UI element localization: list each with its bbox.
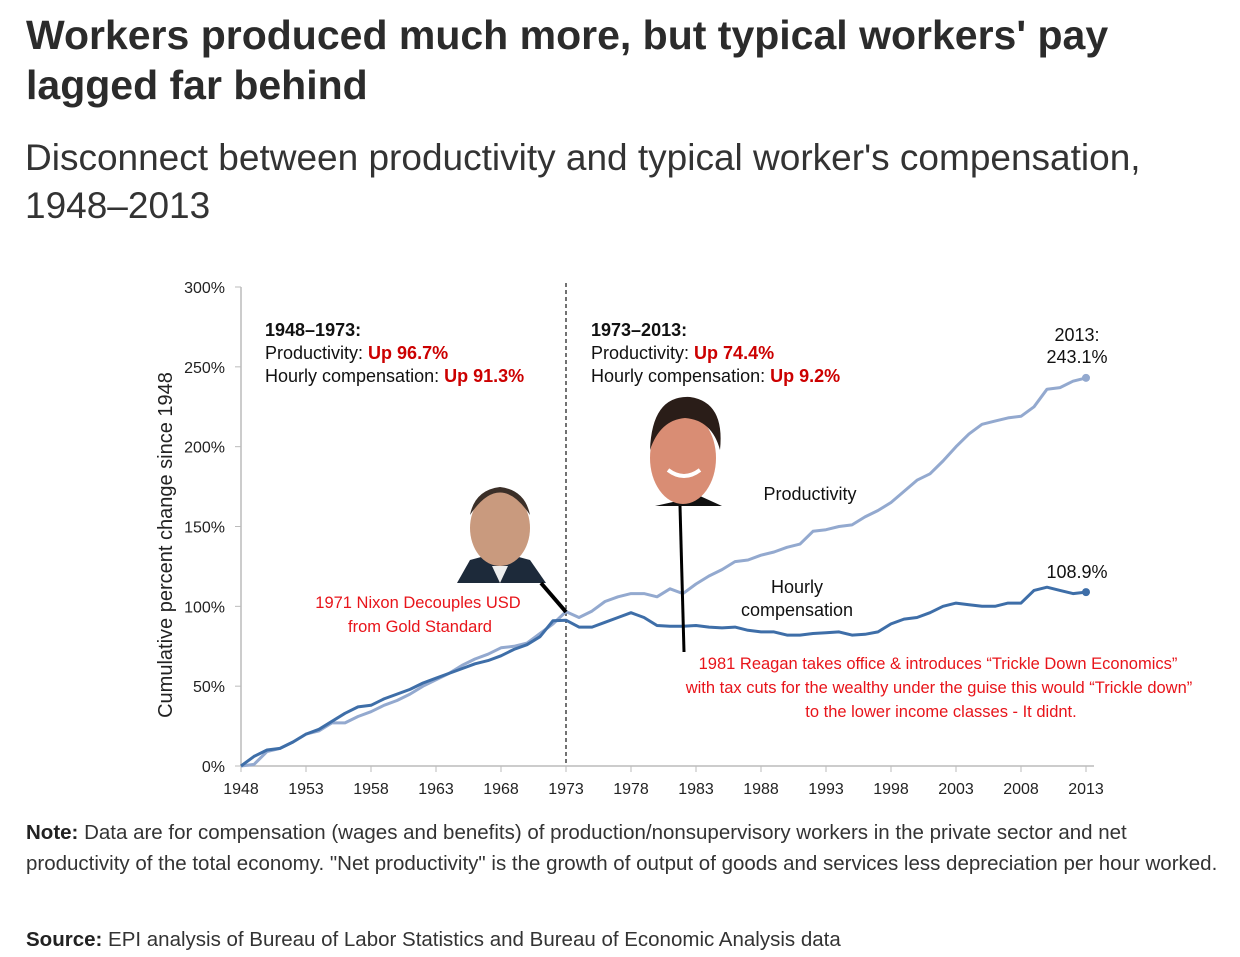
- compensation-end-point: [1082, 588, 1090, 597]
- x-tick-label: 1978: [613, 781, 649, 798]
- compensation-series-label-2: compensation: [741, 600, 853, 620]
- x-tick-label: 1953: [288, 781, 324, 798]
- x-tick-label: 1958: [353, 781, 389, 798]
- y-tick-label: 100%: [184, 599, 225, 616]
- x-tick-label: 1968: [483, 781, 519, 798]
- y-tick-label: 250%: [184, 360, 225, 377]
- period1-compensation: Hourly compensation: Up 91.3%: [265, 366, 524, 386]
- period2-heading: 1973–2013:: [591, 320, 687, 340]
- y-tick-label: 50%: [193, 679, 225, 696]
- productivity-line: [240, 376, 1087, 768]
- nixon-pointer: [539, 581, 568, 614]
- compensation-series-label-1: Hourly: [771, 577, 823, 597]
- chart-source: Source: EPI analysis of Bureau of Labor …: [26, 928, 841, 951]
- x-tick-label: 1963: [418, 781, 454, 798]
- y-tick-label: 200%: [184, 440, 225, 457]
- nixon-portrait: [457, 478, 546, 583]
- period1-heading: 1948–1973:: [265, 320, 361, 340]
- x-tick-label: 1973: [548, 781, 584, 798]
- chart-subtitle: Disconnect between productivity and typi…: [25, 137, 1141, 226]
- period2-compensation: Hourly compensation: Up 9.2%: [591, 366, 840, 386]
- compensation-line: [240, 585, 1087, 768]
- reagan-pointer: [678, 505, 686, 653]
- x-tick-label: 2008: [1003, 781, 1039, 798]
- productivity-series-label: Productivity: [763, 484, 856, 504]
- reagan-portrait: [650, 396, 722, 506]
- productivity-end-label-1: 2013:: [1054, 325, 1099, 345]
- x-tick-label: 1983: [678, 781, 714, 798]
- x-tick-label: 1988: [743, 781, 779, 798]
- x-tick-label: 2013: [1068, 781, 1104, 798]
- x-tick-label: 1998: [873, 781, 909, 798]
- x-tick-label: 2003: [938, 781, 974, 798]
- x-tick-label: 1993: [808, 781, 844, 798]
- reagan-annotation-2: with tax cuts for the wealthy under the …: [685, 679, 1193, 697]
- chart-note: Note: Data are for compensation (wages a…: [26, 821, 1218, 875]
- y-tick-label: 150%: [184, 520, 225, 537]
- y-tick-label: 0%: [202, 759, 225, 776]
- y-tick-label: 300%: [184, 280, 225, 297]
- nixon-annotation-1: 1971 Nixon Decouples USD: [315, 594, 521, 612]
- axes: 0% 50% 100% 150% 200% 250% 300% 1948 1953 1958 196…: [184, 280, 1104, 798]
- chart-title: Workers produced much more, but typical …: [26, 12, 1109, 108]
- reagan-annotation-3: to the lower income classes - It didnt.: [805, 703, 1076, 721]
- productivity-end-point: [1082, 373, 1090, 382]
- x-tick-label: 1948: [223, 781, 259, 798]
- period1-productivity: Productivity: Up 96.7%: [265, 343, 448, 363]
- period2-productivity: Productivity: Up 74.4%: [591, 343, 774, 363]
- compensation-end-label: 108.9%: [1046, 562, 1107, 582]
- productivity-end-label-2: 243.1%: [1046, 347, 1107, 367]
- nixon-annotation-2: from Gold Standard: [348, 618, 492, 636]
- reagan-annotation-1: 1981 Reagan takes office & introduces “T…: [699, 655, 1178, 673]
- y-axis-label: Cumulative percent change since 1948: [155, 372, 177, 718]
